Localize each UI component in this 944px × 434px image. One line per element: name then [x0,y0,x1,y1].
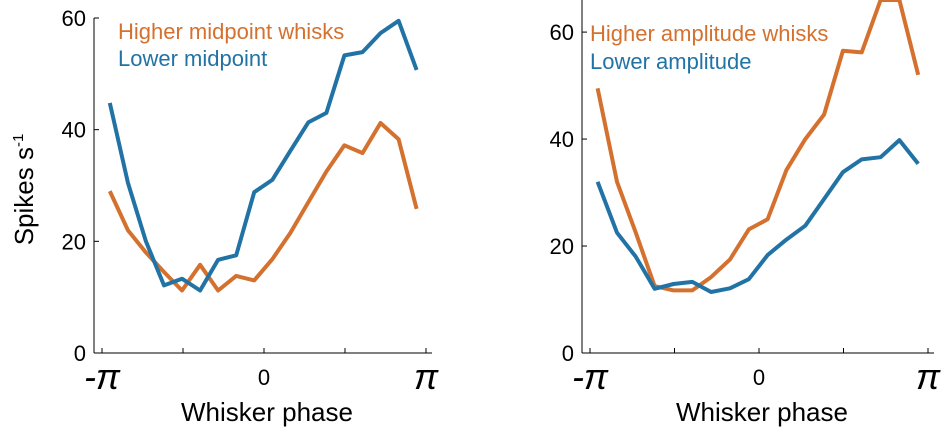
y-tick-label: 20 [62,229,86,254]
series-line-1 [107,18,419,293]
series-line-0 [595,0,921,293]
y-axis-label: Spikes s-1 [9,134,39,246]
x-tick-label: -π [84,356,121,397]
y-tick-label: 40 [62,118,86,143]
y-axis-label-superscript: -1 [10,134,27,147]
legend-entry-1: Lower midpoint [118,46,267,71]
series-line-1 [595,138,920,294]
legend-entry-1: Lower amplitude [590,49,751,74]
y-axis-label-text: Spikes s [9,147,39,245]
x-tick-label: 0 [753,365,765,390]
y-tick-label: 0 [562,341,574,366]
legend-entry-0: Higher amplitude whisks [590,21,828,46]
y-tick-label: 0 [74,341,86,366]
x-tick-label: 0 [258,365,270,390]
series-line-0 [107,121,419,293]
x-tick-label: π [916,356,941,397]
legend-entry-0: Higher midpoint whisks [118,19,344,44]
y-tick-label: 60 [62,6,86,31]
x-tick-label: π [414,356,439,397]
y-tick-label: 60 [550,20,574,45]
x-tick-label: -π [572,356,609,397]
y-tick-label: 40 [550,127,574,152]
x-axis-label: Whisker phase [181,397,353,427]
y-tick-label: 20 [550,234,574,259]
x-axis-label: Whisker phase [676,397,848,427]
